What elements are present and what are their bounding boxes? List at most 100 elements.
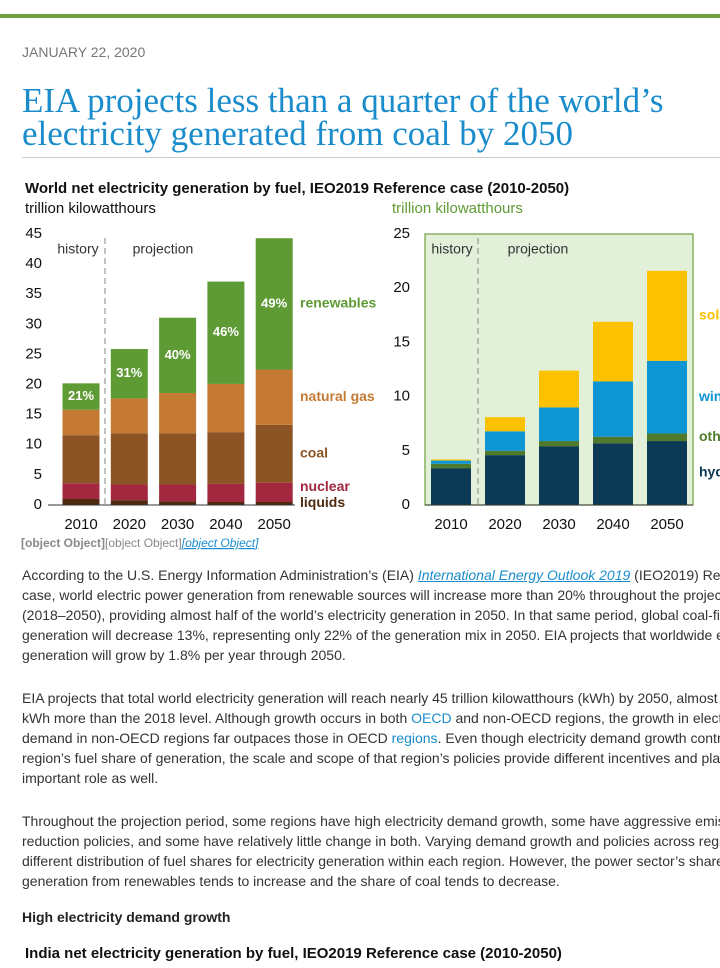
date: JANUARY 22, 2020 [22,44,146,60]
bar-segment [431,459,471,461]
y-tick-label: 15 [393,333,410,350]
bar-segment [485,417,525,432]
bar-segment [431,468,471,505]
bar-segment [485,450,525,456]
bar-segment [593,321,633,382]
title-line: electricity generated from coal by 2050 [22,114,574,153]
x-tick-label: 2040 [596,516,629,533]
y-tick-label: 30 [25,315,42,332]
series-label: renewables [300,295,376,311]
divider [22,157,720,158]
source-segment: [object Object] [105,536,182,550]
bar-segment [62,435,100,484]
link[interactable]: OECD [411,710,452,726]
bar-segment [62,498,100,505]
figure-title: World net electricity generation by fuel… [25,180,569,197]
text: . Even though electricity demand growth … [22,730,720,786]
article-body: According to the U.S. Energy Information… [22,565,720,914]
share-label: 46% [213,324,239,339]
x-tick-label: 2050 [650,516,683,533]
x-tick-label: 2010 [434,516,467,533]
x-tick-label: 2030 [161,516,194,533]
bar-segment [110,484,148,501]
x-tick-label: 2010 [64,516,97,533]
link[interactable]: International Energy Outlook 2019 [417,567,631,583]
series-label: liquids [300,494,345,510]
y-tick-label: 35 [25,285,42,302]
paragraph: According to the U.S. Energy Information… [22,565,720,665]
link[interactable]: regions [391,730,438,746]
next-figure-title: India net electricity generation by fuel… [25,945,562,962]
bar-segment [159,484,197,502]
bar-segment [110,398,148,434]
series-label: other [699,428,720,444]
bar-segment [62,409,100,436]
series-label: solar [699,307,720,323]
y-tick-label: 45 [25,225,42,242]
annotation: projection [133,241,194,257]
bar-segment [255,238,293,370]
bar-segment [62,483,100,499]
source-segment: [object Object] [181,536,259,550]
bar-segment [159,433,197,485]
y-tick-label: 20 [393,279,410,296]
top-bar [0,14,720,18]
paragraph: EIA projects that total world electricit… [22,688,720,788]
text: and non-OECD regions, the growth in elec… [22,710,720,746]
section-heading: High electricity demand growth [22,909,231,925]
bar-segment [159,501,197,505]
bar-segment [593,443,633,505]
series-label: wind [698,388,720,404]
text: EIA projects that total world electricit… [22,690,720,726]
y-tick-label: 40 [25,255,42,272]
x-tick-label: 2020 [488,516,521,533]
bar-segment [647,433,687,442]
bar-segment [159,317,197,393]
x-tick-label: 2030 [542,516,575,533]
bar-segment [485,431,525,451]
y-axis-label: trillion kilowatthours [392,200,523,217]
share-label: 49% [261,295,287,310]
y-axis-label: trillion kilowatthours [25,200,156,217]
bar-segment [647,270,687,361]
bar-segment [110,433,148,485]
y-tick-label: 0 [402,496,410,513]
text: According to the U.S. Energy Information… [22,567,418,583]
y-tick-label: 10 [393,388,410,405]
title-line: EIA projects less than a quarter of the … [22,81,664,120]
bar-segment [255,482,293,502]
bar-segment [431,463,471,469]
y-tick-label: 0 [34,496,42,513]
bar-segment [207,501,245,505]
series-label: coal [300,445,328,461]
text: Throughout the projection period, some r… [22,813,720,889]
y-tick-label: 10 [25,436,42,453]
y-tick-label: 5 [34,466,42,483]
source: [object Object][object Object][object Ob… [21,536,259,550]
bar-segment [539,441,579,447]
bar-segment [207,483,245,502]
y-tick-label: 25 [25,345,42,362]
bar-segment [539,370,579,408]
y-tick-label: 20 [25,376,42,393]
series-label: natural gas [300,388,375,404]
bar-segment [159,392,197,434]
bar-segment [255,501,293,505]
annotation: projection [508,241,569,257]
bar-segment [539,407,579,442]
series-label: hydro [699,464,720,480]
bar-segment [255,369,293,425]
share-label: 31% [116,365,142,380]
bar-segment [485,455,525,505]
annotation: history [431,241,472,257]
figure: World net electricity generation by fuel… [21,180,720,550]
bar-segment [207,281,245,384]
source-segment: [object Object] [21,536,105,550]
bar-segment [110,349,148,399]
share-label: 40% [165,347,191,362]
bar-segment [110,500,148,505]
x-tick-label: 2040 [209,516,242,533]
article-title: EIA projects less than a quarter of the … [22,81,720,153]
annotation: history [57,241,98,257]
